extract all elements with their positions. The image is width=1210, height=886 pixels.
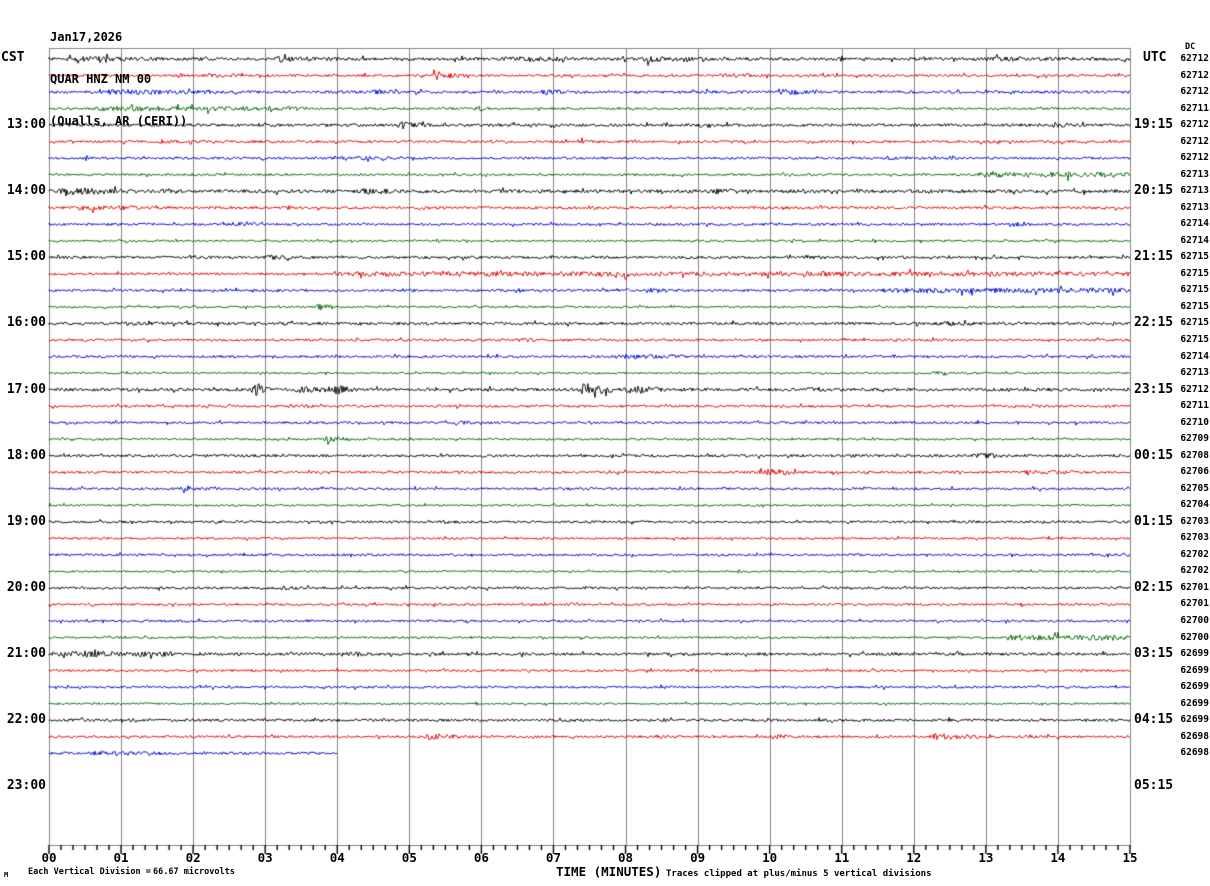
x-axis-tick-label: 15 [1122,850,1138,865]
right-utc-label: 19:15 [1134,117,1174,133]
trace-counts-value: 62705 [1180,482,1209,494]
left-hour-label: 13:00 [6,117,46,133]
header-station-code: QUAR HNZ NM 00 [50,72,152,86]
x-axis-tick-label: 06 [473,850,489,865]
trace-counts-value: 62704 [1180,499,1209,511]
x-axis-tick-label: 01 [113,850,129,865]
x-axis-tick-label: 03 [257,850,273,865]
right-utc-label: 03:15 [1134,646,1174,662]
x-axis-tick-label: 14 [1050,850,1066,865]
trace-counts-value: 62712 [1180,383,1209,395]
trace-counts-value: 62706 [1180,466,1209,478]
x-axis-tick-label: 12 [906,850,922,865]
right-utc-label: 21:15 [1134,249,1174,265]
right-utc-label: 04:15 [1134,712,1174,728]
x-axis-tick-label: 10 [762,850,778,865]
x-axis-tick-label: 04 [329,850,345,865]
x-axis-tick-label: 09 [690,850,706,865]
left-hour-label: 14:00 [6,183,46,199]
x-axis-tick-label: 05 [401,850,417,865]
left-hour-label: 20:00 [6,579,46,595]
trace-counts-value: 62711 [1180,400,1209,412]
left-timezone-label: CST [1,50,25,65]
left-hour-label: 23:00 [6,778,46,794]
left-hour-label: 19:00 [6,513,46,529]
right-utc-label: 23:15 [1134,381,1174,397]
x-axis-title: TIME (MINUTES) [556,864,662,879]
trace-counts-value: 62715 [1180,284,1209,296]
trace-counts-value: 62713 [1180,367,1209,379]
x-axis-tick-label: 00 [41,850,57,865]
x-axis-tick-label: 13 [978,850,994,865]
x-axis-tick-label: 02 [185,850,201,865]
division-scale-value: 66.67 microvolts [153,867,235,877]
trace-counts-value: 62699 [1180,664,1209,676]
trace-counts-value: 62712 [1180,152,1209,164]
trace-counts-value: 62699 [1180,714,1209,726]
trace-counts-value: 62713 [1180,185,1209,197]
left-hour-label: 22:00 [6,712,46,728]
header-station-location: (Qualls, AR (CERI)) [50,114,188,128]
trace-counts-value: 62703 [1180,515,1209,527]
right-utc-label: 01:15 [1134,513,1174,529]
footer-mark: M [4,871,9,879]
trace-counts-value: 62712 [1180,53,1209,64]
trace-counts-value: 62708 [1180,449,1209,461]
trace-counts-value: 62714 [1180,234,1209,246]
trace-counts-value: 62709 [1180,433,1209,445]
trace-counts-value: 62712 [1180,119,1209,131]
trace-counts-value: 62713 [1180,201,1209,213]
x-axis-tick-label: 07 [545,850,561,865]
right-utc-label: 00:15 [1134,447,1174,463]
trace-counts-value: 62711 [1180,102,1209,114]
trace-counts-value: 62713 [1180,168,1209,180]
trace-counts-value: 62712 [1180,86,1209,98]
right-utc-label: 02:15 [1134,579,1174,595]
trace-counts-value: 62715 [1180,317,1209,329]
trace-counts-value: 62714 [1180,350,1209,362]
trace-counts-value: 62699 [1180,681,1209,693]
trace-counts-value: 62700 [1180,631,1209,643]
trace-counts-value: 62698 [1180,730,1209,742]
trace-counts-value: 62701 [1180,581,1209,593]
header-date: Jan17,2026 [50,30,123,44]
trace-counts-value: 62714 [1180,218,1209,230]
trace-counts-value: 62700 [1180,615,1209,627]
left-hour-label: 15:00 [6,249,46,265]
trace-counts-value: 62715 [1180,334,1209,345]
trace-counts-value: 62715 [1180,267,1209,279]
header-block: Jan17,2026 QUAR HNZ NM 00 (Qualls, AR (C… [50,2,187,156]
left-hour-label: 17:00 [6,381,46,397]
left-hour-label: 21:00 [6,646,46,662]
trace-counts-value: 62703 [1180,532,1209,544]
trace-counts-value: 62699 [1180,648,1209,660]
x-axis-tick-label: 11 [834,850,850,865]
x-axis-tick-label: 08 [618,850,634,865]
dc-offset-label: DC [1185,42,1196,52]
left-hour-label: 16:00 [6,315,46,331]
trace-counts-value: 62702 [1180,565,1209,577]
right-timezone-label: UTC [1143,50,1167,65]
division-scale-label: Each Vertical Division = [28,867,151,877]
right-utc-label: 22:15 [1134,315,1174,331]
trace-counts-value: 62710 [1180,416,1209,428]
trace-counts-value: 62712 [1180,69,1209,81]
trace-counts-value: 62712 [1180,135,1209,147]
trace-counts-value: 62702 [1180,548,1209,560]
right-utc-label: 20:15 [1134,183,1174,199]
right-utc-label: 05:15 [1134,778,1174,794]
trace-counts-value: 62698 [1180,747,1209,759]
trace-counts-value: 62715 [1180,251,1209,263]
trace-counts-value: 62699 [1180,697,1209,709]
clip-note: Traces clipped at plus/minus 5 vertical … [666,869,932,879]
left-hour-label: 18:00 [6,447,46,463]
trace-counts-value: 62701 [1180,598,1209,610]
trace-counts-value: 62715 [1180,300,1209,312]
